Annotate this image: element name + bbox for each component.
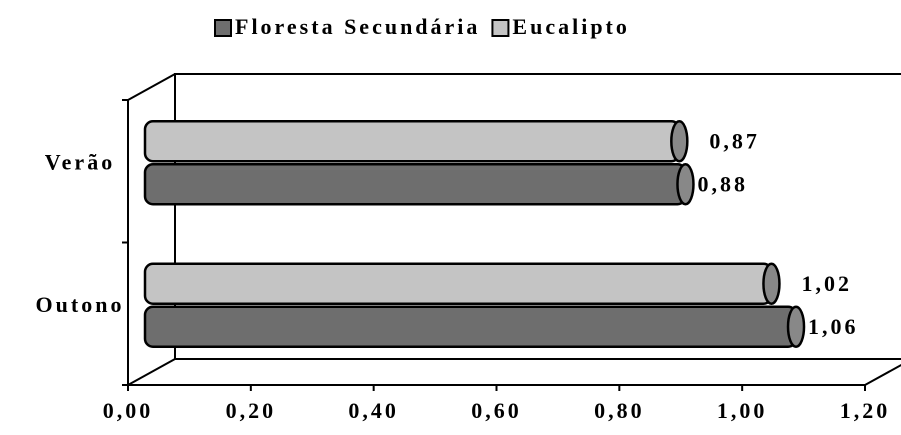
bar-cap	[670, 120, 689, 163]
bar	[143, 120, 681, 163]
side-wall-edge	[127, 73, 176, 101]
value-label: 1,06	[808, 314, 859, 339]
legend-swatch	[214, 19, 232, 37]
bar	[143, 163, 687, 206]
value-label: 0,88	[697, 171, 748, 196]
x-tick-label: 1,20	[840, 398, 891, 423]
y-tick-label: Verão	[45, 149, 115, 174]
bar-cap	[786, 305, 806, 348]
legend-label: Eucalipto	[512, 14, 629, 39]
y-tick-label: Outono	[36, 292, 125, 317]
value-label: 1,02	[801, 271, 852, 296]
x-tick-label: 0,20	[226, 398, 277, 423]
legend-swatch	[491, 19, 510, 37]
x-tick-label: 0,00	[103, 398, 154, 423]
bar	[143, 262, 773, 305]
x-tick-label: 0,80	[594, 398, 645, 423]
bar	[143, 305, 798, 348]
x-tick-label: 0,60	[471, 398, 522, 423]
floor	[127, 358, 901, 386]
bar-cap	[762, 262, 781, 305]
x-tick-label: 1,00	[717, 398, 768, 423]
value-label: 0,87	[709, 128, 760, 153]
bar-cap	[676, 163, 695, 206]
x-tick-label: 0,40	[348, 398, 399, 423]
legend-label: Floresta Secundária	[235, 14, 480, 39]
